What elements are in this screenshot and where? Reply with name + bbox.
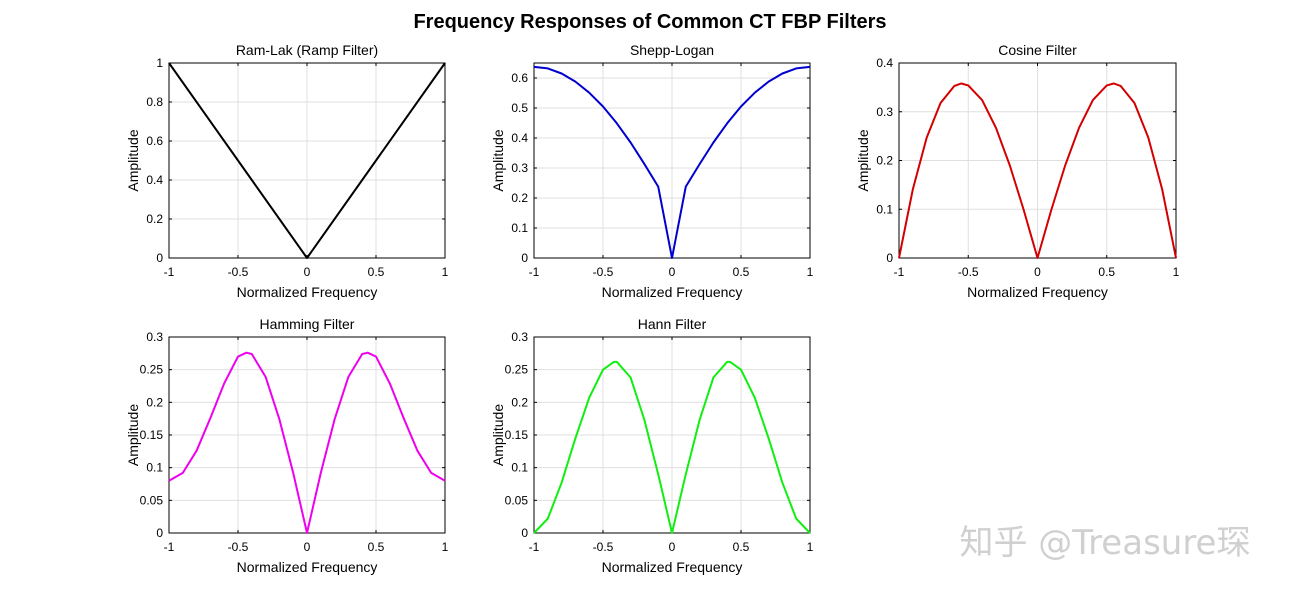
y-tick-label: 0.25: [505, 363, 529, 377]
axes-layer: -1 -0.5 0 0.5 1 0 0.2 0.4 0.6 0.8 1 Ram-Lak (Ramp F…: [125, 42, 1180, 575]
x-tick-label: -1: [894, 265, 905, 279]
x-axis-label: Normalized Frequency: [237, 284, 378, 300]
subplot-3: -1 -0.5 0 0.5 1 0 0.1 0.2 0.3 0.4 Cosine Filter Nor…: [855, 42, 1180, 300]
x-axis-label: Normalized Frequency: [967, 284, 1108, 300]
x-tick-label: -0.5: [228, 540, 249, 554]
x-tick-label: -1: [529, 265, 540, 279]
x-axis-label: Normalized Frequency: [237, 559, 378, 575]
x-tick-label: 0.5: [368, 540, 385, 554]
y-tick-label: 0.4: [146, 173, 163, 187]
x-tick-label: 0: [1034, 265, 1041, 279]
series-line: [533, 360, 811, 534]
subplot-title: Shepp-Logan: [630, 42, 714, 58]
y-tick-label: 0.3: [146, 330, 163, 344]
figure-title: Frequency Responses of Common CT FBP Fil…: [413, 11, 886, 33]
y-tick-label: 0.1: [511, 221, 528, 235]
x-tick-label: 1: [1173, 265, 1180, 279]
x-tick-label: 1: [442, 265, 449, 279]
subplot-1: -1 -0.5 0 0.5 1 0 0.2 0.4 0.6 0.8 1 Ram-Lak (Ramp F…: [125, 42, 449, 300]
y-tick-label: 0.4: [511, 131, 528, 145]
subplot-title: Ram-Lak (Ramp Filter): [236, 42, 378, 58]
y-axis-label: Amplitude: [855, 129, 871, 191]
subplot-title: Cosine Filter: [998, 42, 1077, 58]
y-tick-label: 0: [521, 526, 528, 540]
y-tick-label: 0.2: [511, 395, 528, 409]
x-tick-label: 0.5: [368, 265, 385, 279]
series-line: [168, 351, 446, 534]
x-tick-label: 1: [807, 540, 814, 554]
x-axis-label: Normalized Frequency: [602, 284, 743, 300]
y-tick-label: 0.3: [876, 105, 893, 119]
y-tick-label: 0.3: [511, 330, 528, 344]
y-tick-label: 0: [156, 251, 163, 265]
x-tick-label: 1: [442, 540, 449, 554]
subplot-4: -1 -0.5 0 0.5 1 0 0.05 0.1 0.15 0.2 0.25 0.3 Hamming…: [125, 316, 449, 575]
subplot-2: -1 -0.5 0 0.5 1 0 0.1 0.2 0.3 0.4 0.5 0.6 Shepp-Loga…: [490, 42, 814, 300]
y-tick-label: 0.05: [140, 493, 164, 507]
x-tick-label: -1: [164, 265, 175, 279]
y-tick-label: 0.15: [505, 428, 529, 442]
x-tick-label: 0.5: [1098, 265, 1115, 279]
y-axis-label: Amplitude: [125, 129, 141, 191]
y-tick-label: 1: [156, 56, 163, 70]
y-tick-label: 0.05: [505, 493, 529, 507]
y-tick-label: 0.1: [876, 202, 893, 216]
y-tick-label: 0.1: [146, 461, 163, 475]
y-tick-label: 0.6: [511, 71, 528, 85]
x-tick-label: 0: [304, 265, 311, 279]
y-tick-label: 0.5: [511, 101, 528, 115]
x-tick-label: 0.5: [733, 265, 750, 279]
y-tick-label: 0: [156, 526, 163, 540]
x-tick-label: -0.5: [958, 265, 979, 279]
y-tick-label: 0.2: [146, 212, 163, 226]
x-axis-label: Normalized Frequency: [602, 559, 743, 575]
y-axis-label: Amplitude: [125, 404, 141, 466]
y-tick-label: 0.25: [140, 363, 164, 377]
y-tick-label: 0.6: [146, 134, 163, 148]
y-tick-label: 0: [886, 251, 893, 265]
y-tick-label: 0: [521, 251, 528, 265]
y-tick-label: 0.1: [511, 461, 528, 475]
x-tick-label: 0: [304, 540, 311, 554]
x-tick-label: -1: [164, 540, 175, 554]
y-tick-label: 0.2: [511, 191, 528, 205]
series-line: [898, 82, 1177, 259]
y-tick-label: 0.2: [146, 395, 163, 409]
y-tick-label: 0.3: [511, 161, 528, 175]
y-tick-label: 0.15: [140, 428, 164, 442]
x-tick-label: -0.5: [228, 265, 249, 279]
subplot-title: Hann Filter: [638, 316, 707, 332]
series-line: [168, 62, 446, 259]
y-tick-label: 0.4: [876, 56, 893, 70]
x-tick-label: -1: [529, 540, 540, 554]
x-tick-label: 0: [669, 540, 676, 554]
x-tick-label: -0.5: [593, 540, 614, 554]
x-tick-label: -0.5: [593, 265, 614, 279]
x-tick-label: 1: [807, 265, 814, 279]
watermark: 知乎 @Treasure琛: [960, 523, 1251, 563]
series-line: [533, 65, 811, 259]
y-axis-label: Amplitude: [490, 404, 506, 466]
y-tick-label: 0.2: [876, 154, 893, 168]
subplot-5: -1 -0.5 0 0.5 1 0 0.05 0.1 0.15 0.2 0.25 0.3 Hann Fi…: [490, 316, 814, 575]
y-axis-label: Amplitude: [490, 129, 506, 191]
subplot-title: Hamming Filter: [260, 316, 355, 332]
y-tick-label: 0.8: [146, 95, 163, 109]
x-tick-label: 0.5: [733, 540, 750, 554]
x-tick-label: 0: [669, 265, 676, 279]
